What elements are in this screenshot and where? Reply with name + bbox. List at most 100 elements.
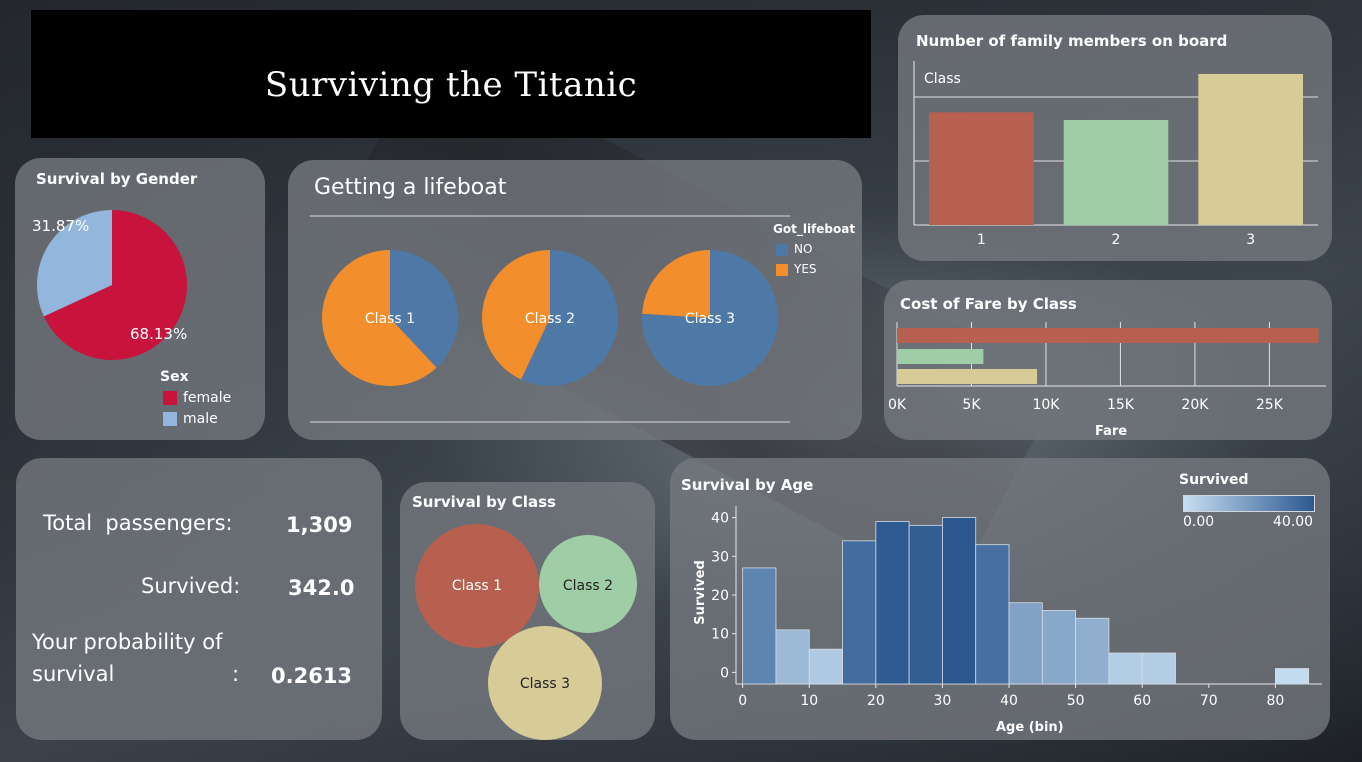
age-x-axis-label: Age (bin) xyxy=(996,720,1064,735)
lifeboat-panel: Getting a lifeboat Class 1 Class 2 Class 3… xyxy=(288,160,862,440)
age-y-tick-label: 0 xyxy=(720,665,729,681)
age-x-tick-label: 30 xyxy=(934,693,952,709)
yes-legend-label: YES xyxy=(794,262,817,276)
bubble-class-3[interactable] xyxy=(488,626,602,740)
bubble-label-class-1: Class 1 xyxy=(452,578,502,594)
fare-bar-class-2 xyxy=(897,349,984,364)
yes-swatch xyxy=(776,263,788,276)
male-legend-label: male xyxy=(183,411,218,427)
class-panel-title: Survival by Class xyxy=(412,493,556,511)
fare-bar-chart[interactable]: 0K 5K 10K 15K 20K 25K xyxy=(884,280,1332,440)
fare-panel-title: Cost of Fare by Class xyxy=(900,295,1077,313)
age-bin-bar-20 xyxy=(875,521,910,685)
lifeboat-pie-charts[interactable]: Class 1 Class 2 Class 3 xyxy=(288,160,862,440)
fare-x-tick-label: 10K xyxy=(1032,397,1060,413)
fare-x-tick-label: 0K xyxy=(888,397,907,413)
stats-panel: Total passengers: 1,309 Survived: 342.0 … xyxy=(16,458,382,740)
family-panel-title: Number of family members on board xyxy=(916,32,1228,50)
fare-axis-label: Fare xyxy=(1095,424,1128,439)
lifeboat-legend-item-no[interactable]: NO xyxy=(776,242,812,256)
age-y-tick-label: 20 xyxy=(711,588,729,604)
class-survival-panel: Survival by Class Class 1 Class 2 Class … xyxy=(400,482,655,740)
age-x-tick-label: 70 xyxy=(1200,693,1218,709)
gender-panel-title: Survival by Gender xyxy=(36,170,198,188)
gender-legend-item-male[interactable]: male xyxy=(163,411,218,427)
age-panel: Survival by Age 0 10 20 30 40 0 10 20 30 40 50 60 70… xyxy=(670,458,1330,740)
lifeboat-pie-label-class-2: Class 2 xyxy=(525,311,575,327)
probability-label-line2: survival xyxy=(32,662,115,686)
lifeboat-legend-title: Got_lifeboat xyxy=(773,222,856,236)
dashboard-title-box: Surviving the Titanic xyxy=(31,10,871,138)
class-bubble-chart[interactable]: Class 1 Class 2 Class 3 xyxy=(400,482,655,740)
male-swatch xyxy=(163,412,177,426)
lifeboat-slice-class3-yes xyxy=(642,250,710,318)
age-legend-min: 0.00 xyxy=(1183,514,1215,530)
lifeboat-legend-item-yes[interactable]: YES xyxy=(776,262,817,276)
gender-legend-item-female[interactable]: female xyxy=(163,390,231,406)
total-passengers-value: 1,309 xyxy=(286,513,353,537)
lifeboat-slice-class1-no xyxy=(390,250,458,368)
family-bar-chart[interactable]: 1 2 3 xyxy=(898,15,1332,261)
age-bin-bar-45 xyxy=(1041,610,1077,685)
bubble-label-class-2: Class 2 xyxy=(563,578,613,594)
gender-label-male: 31.87% xyxy=(32,217,89,235)
survived-label: Survived: xyxy=(141,574,241,598)
age-bin-bar-0 xyxy=(742,567,777,685)
no-swatch xyxy=(776,243,788,256)
age-histogram[interactable]: 0 10 20 30 40 0 10 20 30 40 50 60 70 80 xyxy=(670,458,1330,740)
family-x-tick-label: 1 xyxy=(977,232,986,248)
bubble-class-1[interactable] xyxy=(415,524,539,648)
gender-slice-female xyxy=(43,210,187,360)
age-bin-bar-30 xyxy=(942,517,977,685)
age-bin-bar-80 xyxy=(1274,668,1310,685)
age-x-tick-label: 40 xyxy=(1000,693,1018,709)
age-bin-bar-40 xyxy=(1008,602,1043,685)
age-y-tick-label: 10 xyxy=(711,627,729,643)
age-bin-bar-5 xyxy=(775,629,810,685)
family-x-tick-label: 2 xyxy=(1112,232,1121,248)
gender-pie-chart[interactable]: 68.13% 31.87% xyxy=(15,158,265,440)
gender-slice-male xyxy=(36,210,112,317)
age-legend-max: 40.00 xyxy=(1273,514,1314,530)
probability-value: 0.2613 xyxy=(271,664,353,688)
no-legend-label: NO xyxy=(794,242,813,256)
age-x-tick-label: 80 xyxy=(1266,693,1284,709)
age-bin-bar-15 xyxy=(842,540,877,685)
age-y-tick-label: 40 xyxy=(711,511,729,527)
age-bin-bar-35 xyxy=(975,544,1010,685)
female-swatch xyxy=(163,391,177,405)
age-bin-bar-25 xyxy=(908,524,943,685)
lifeboat-pie-label-class-1: Class 1 xyxy=(365,311,415,327)
age-panel-title: Survival by Age xyxy=(681,476,814,494)
lifeboat-slice-class2-no xyxy=(521,250,618,386)
fare-x-tick-label: 20K xyxy=(1181,397,1209,413)
gender-legend-title: Sex xyxy=(160,369,189,385)
age-bin-bar-55 xyxy=(1108,652,1143,685)
bubble-class-2[interactable] xyxy=(539,535,637,633)
lifeboat-slice-class2-yes xyxy=(482,250,550,380)
gender-panel: Survival by Gender 68.13% 31.87% Sex fema… xyxy=(15,158,265,440)
fare-bar-class-1 xyxy=(897,328,1319,343)
age-x-tick-label: 50 xyxy=(1067,693,1085,709)
probability-label-line1: Your probability of xyxy=(32,630,223,654)
family-bar-class-3 xyxy=(1198,73,1303,226)
family-legend-label: Class xyxy=(924,71,961,87)
bubble-label-class-3: Class 3 xyxy=(520,676,570,692)
fare-panel: Cost of Fare by Class 0K 5K 10K 15K 20K 25K F… xyxy=(884,280,1332,440)
probability-colon: : xyxy=(232,662,240,686)
lifeboat-panel-title: Getting a lifeboat xyxy=(314,175,507,200)
age-bin-bar-60 xyxy=(1141,652,1176,685)
age-x-tick-label: 60 xyxy=(1133,693,1151,709)
family-members-panel: Number of family members on board 1 2 3 Cl… xyxy=(898,15,1332,261)
gender-label-female: 68.13% xyxy=(130,325,187,343)
fare-x-tick-label: 15K xyxy=(1107,397,1135,413)
lifeboat-slice-class1-yes xyxy=(322,250,437,386)
fare-x-tick-label: 25K xyxy=(1256,397,1284,413)
survived-value: 342.0 xyxy=(288,576,355,600)
age-x-tick-label: 20 xyxy=(867,693,885,709)
age-x-tick-label: 0 xyxy=(738,693,747,709)
lifeboat-pie-label-class-3: Class 3 xyxy=(685,311,735,327)
age-color-legend-bar xyxy=(1183,495,1315,512)
dashboard-title: Surviving the Titanic xyxy=(264,65,638,105)
age-bin-bar-10 xyxy=(808,648,843,685)
